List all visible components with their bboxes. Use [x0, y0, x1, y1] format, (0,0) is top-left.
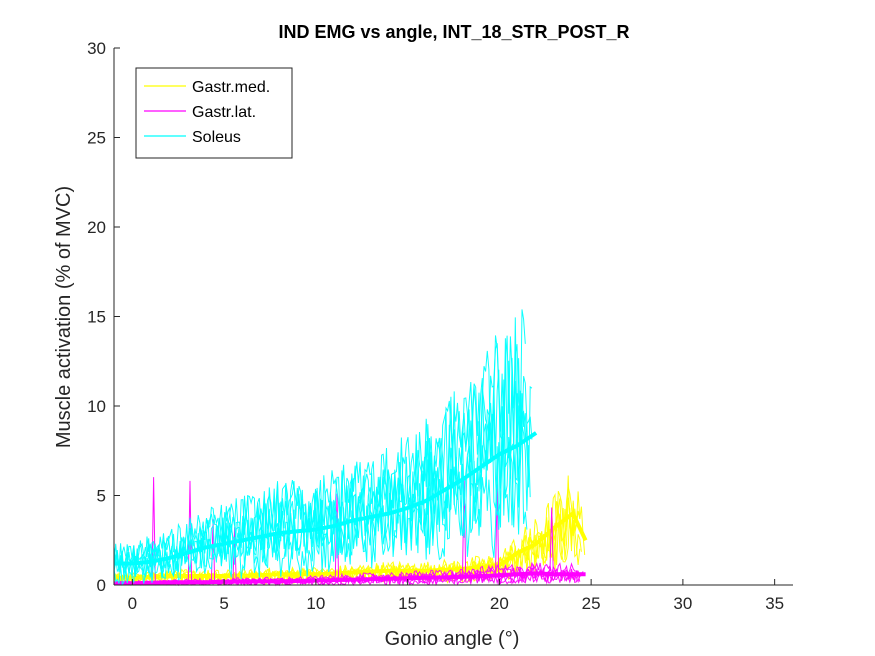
x-tick-label: 25	[582, 594, 601, 613]
y-tick-label: 10	[87, 397, 106, 416]
x-tick-label: 35	[765, 594, 784, 613]
mean-line	[114, 571, 586, 586]
y-tick-label: 5	[97, 487, 106, 506]
chart-title: IND EMG vs angle, INT_18_STR_POST_R	[278, 22, 629, 42]
mean-line	[114, 431, 538, 566]
y-tick-label: 30	[87, 39, 106, 58]
x-tick-label: 20	[490, 594, 509, 613]
x-tick-label: 30	[673, 594, 692, 613]
x-tick-label: 5	[219, 594, 228, 613]
legend-label: Soleus	[192, 129, 241, 146]
legend-label: Gastr.med.	[192, 79, 270, 96]
trial-line	[113, 390, 531, 580]
y-tick-label: 20	[87, 218, 106, 237]
x-tick-label: 15	[398, 594, 417, 613]
mean-line	[114, 511, 588, 580]
y-tick-label: 25	[87, 129, 106, 148]
x-tick-label: 0	[128, 594, 137, 613]
legend-label: Gastr.lat.	[192, 104, 256, 121]
y-tick-label: 15	[87, 308, 106, 327]
axes: 0 5 10 15 20 25 30 35 0 5 10 15 20 25 30	[87, 39, 793, 613]
y-axis-label: Muscle activation (% of MVC)	[53, 186, 75, 448]
y-tick-label: 0	[97, 576, 106, 595]
x-axis-label: Gonio angle (°)	[385, 628, 520, 650]
plot-area	[113, 309, 588, 587]
x-tick-label: 10	[306, 594, 325, 613]
legend-box	[135, 67, 293, 159]
series-soleus	[113, 309, 538, 586]
legend: Gastr.med. Gastr.lat. Soleus	[135, 67, 293, 159]
trial-line	[113, 423, 528, 586]
series-gastr-lat	[113, 477, 586, 587]
